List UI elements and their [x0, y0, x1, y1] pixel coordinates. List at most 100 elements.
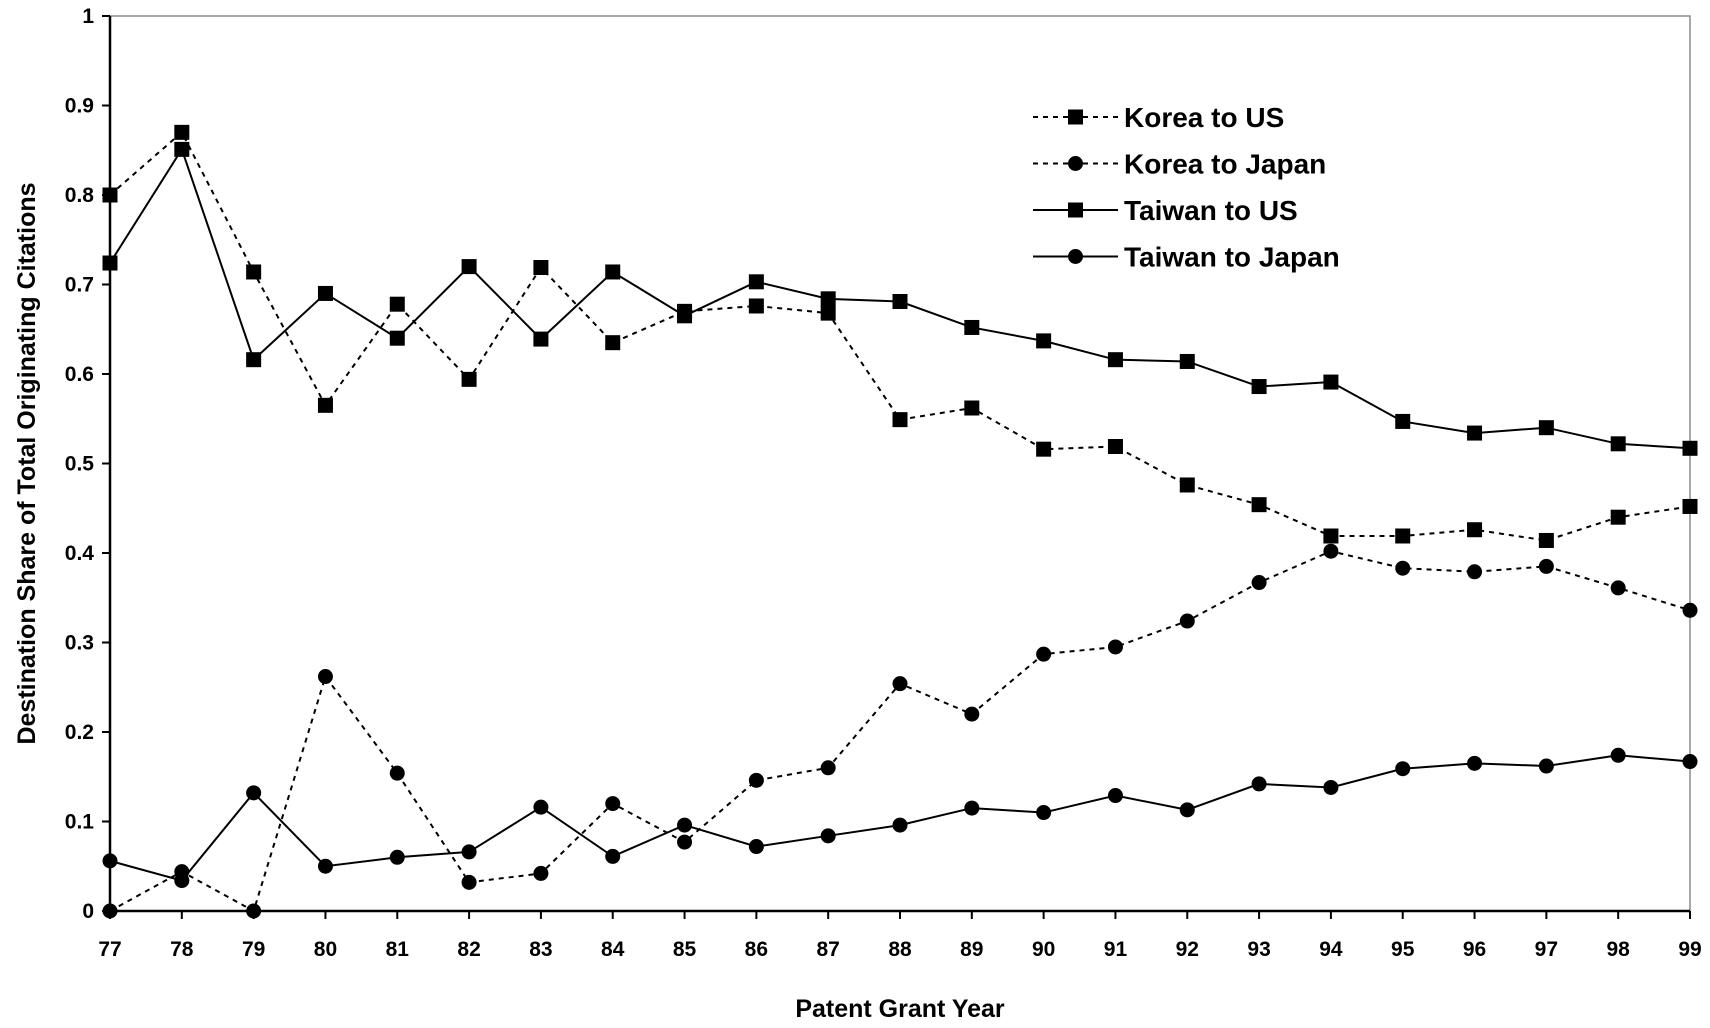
data-point: [677, 308, 693, 324]
legend-label: Taiwan to US: [1124, 195, 1298, 226]
x-tick-label: 94: [1319, 938, 1343, 961]
data-point: [317, 397, 333, 413]
data-point: [677, 817, 693, 833]
data-point: [174, 141, 190, 157]
data-point: [389, 849, 405, 865]
x-tick-label: 90: [1032, 938, 1055, 961]
legend-label: Korea to US: [1124, 102, 1284, 133]
x-tick-label: 89: [960, 938, 983, 961]
data-point: [820, 291, 836, 307]
data-point: [1395, 413, 1411, 429]
data-point: [964, 800, 980, 816]
x-tick-label: 85: [673, 938, 697, 961]
legend-item: Taiwan to Japan: [1033, 242, 1340, 273]
y-tick-label: 1: [82, 5, 94, 28]
data-point: [748, 298, 764, 314]
y-tick-label: 0: [82, 900, 94, 923]
series-group: [102, 543, 1698, 919]
data-point: [246, 352, 262, 368]
y-tick-label: 0.7: [65, 274, 94, 297]
data-point: [1323, 543, 1339, 559]
legend-item: Korea to US: [1033, 102, 1284, 133]
data-point: [1682, 602, 1698, 618]
series-line: [109, 550, 1691, 913]
y-tick-label: 0.2: [65, 721, 94, 744]
data-point: [605, 848, 621, 864]
data-point: [1467, 425, 1483, 441]
data-point: [605, 264, 621, 280]
data-point: [533, 331, 549, 347]
data-point: [1395, 761, 1411, 777]
data-point: [1179, 613, 1195, 629]
data-point: [461, 874, 477, 890]
data-point: [1538, 558, 1554, 574]
data-point: [605, 335, 621, 351]
x-tick-label: 86: [745, 938, 768, 961]
series-group: [102, 747, 1698, 889]
x-tick-label: 87: [817, 938, 840, 961]
y-tick-label: 0.9: [65, 95, 94, 118]
data-point: [1682, 754, 1698, 770]
data-point: [1107, 352, 1123, 368]
data-point: [677, 834, 693, 850]
y-tick-label: 0.3: [65, 632, 94, 655]
series-group: [102, 141, 1698, 456]
y-axis-title: Destination Share of Total Originating C…: [13, 182, 41, 744]
legend-label: Taiwan to Japan: [1124, 242, 1340, 273]
x-tick-label: 82: [457, 938, 480, 961]
data-point: [1179, 802, 1195, 818]
data-point: [246, 785, 262, 801]
data-point: [461, 371, 477, 387]
series-layer: [102, 124, 1698, 919]
data-point: [461, 844, 477, 860]
y-axis-ticks: 0 0.1 0.2 0.3 0.4 0.5 0.6 0.7 0.8 0.9 1: [65, 5, 110, 923]
data-point: [964, 400, 980, 416]
data-point: [1323, 374, 1339, 390]
data-point: [1179, 477, 1195, 493]
legend-marker: [1068, 202, 1083, 218]
data-point: [964, 706, 980, 722]
legend-label: Korea to Japan: [1124, 149, 1326, 180]
x-tick-label: 96: [1463, 938, 1486, 961]
x-tick-label: 99: [1678, 938, 1701, 961]
x-tick-label: 78: [170, 938, 194, 961]
data-point: [1107, 639, 1123, 655]
data-point: [1036, 646, 1052, 662]
data-point: [533, 865, 549, 881]
data-point: [246, 903, 262, 919]
axes: [108, 15, 1691, 913]
data-point: [246, 264, 262, 280]
data-point: [1395, 528, 1411, 544]
data-point: [389, 296, 405, 312]
data-point: [748, 839, 764, 855]
data-point: [461, 259, 477, 275]
data-point: [1251, 575, 1267, 591]
data-point: [892, 294, 908, 310]
data-point: [102, 853, 118, 869]
data-point: [1467, 564, 1483, 580]
data-point: [1179, 353, 1195, 369]
y-tick-label: 0.4: [65, 542, 95, 565]
data-point: [1610, 747, 1626, 763]
data-point: [1682, 440, 1698, 456]
x-tick-label: 95: [1391, 938, 1415, 961]
data-point: [317, 858, 333, 874]
data-point: [1610, 509, 1626, 525]
x-tick-label: 79: [242, 938, 265, 961]
legend-item: Taiwan to US: [1033, 195, 1298, 226]
y-tick-label: 0.8: [65, 184, 95, 207]
data-point: [1610, 436, 1626, 452]
data-point: [748, 772, 764, 788]
plot-area-border: [109, 15, 1691, 912]
data-point: [317, 285, 333, 301]
x-tick-label: 84: [601, 938, 625, 961]
legend-marker: [1068, 109, 1083, 125]
data-point: [748, 274, 764, 290]
x-axis-ticks: 77 78 79 80 81 82 83 84 85 86 87 88 89 90 91 92 93 94 95 96…: [98, 911, 1702, 961]
data-point: [317, 669, 333, 685]
y-tick-label: 0.6: [65, 363, 94, 386]
data-point: [1323, 779, 1339, 795]
data-point: [964, 319, 980, 335]
data-point: [1251, 497, 1267, 513]
